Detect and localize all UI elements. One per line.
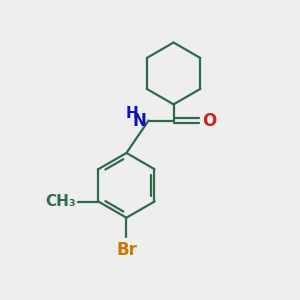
Text: O: O bbox=[202, 112, 216, 130]
Text: N: N bbox=[132, 112, 146, 130]
Text: H: H bbox=[126, 106, 139, 121]
Text: CH₃: CH₃ bbox=[45, 194, 75, 209]
Text: Br: Br bbox=[116, 241, 137, 259]
